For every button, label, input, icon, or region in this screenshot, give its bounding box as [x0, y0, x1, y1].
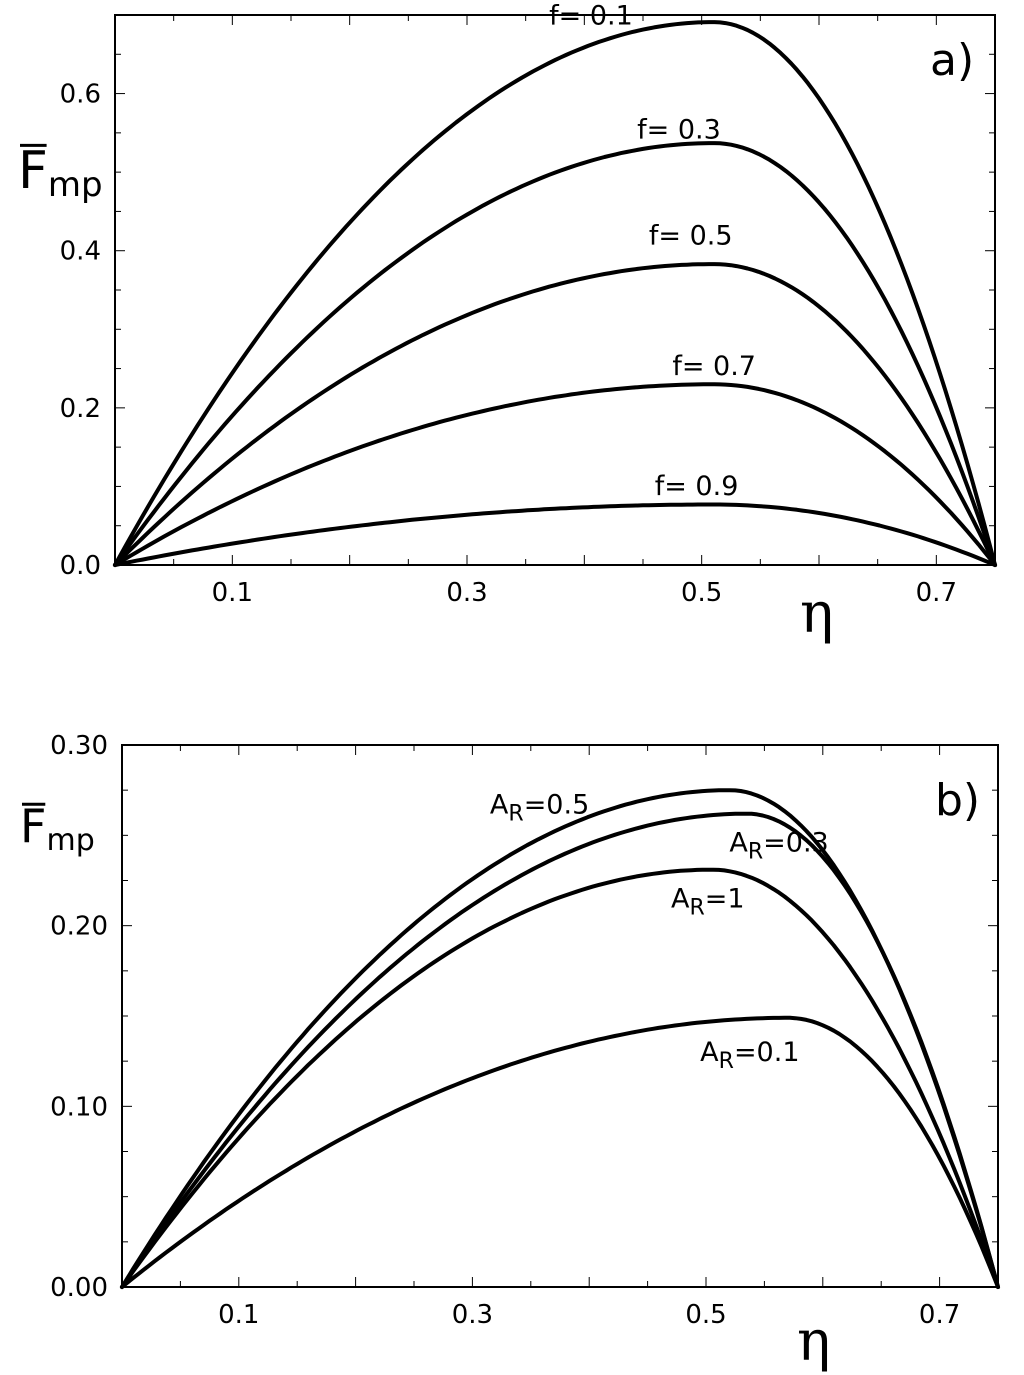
series-line-2 [113, 141, 997, 567]
series-label: AR=0.5 [490, 790, 589, 827]
x-tick-label: 0.1 [212, 578, 253, 608]
x-axis-label: η [797, 1309, 831, 1374]
series-line-5 [113, 502, 997, 567]
y-tick-label: 0.00 [50, 1273, 108, 1303]
series-label: f= 0.7 [672, 351, 756, 382]
series-line-4 [113, 382, 997, 567]
panel-a: 0.1 0.3 0.5 0.7 0.0 0.2 0.4 0.6 Fmp η a) f= 0.1 f= 0… [18, 0, 997, 646]
series-label: f= 0.1 [549, 0, 633, 31]
x-axis-label: η [800, 581, 834, 646]
y-axis-label: Fmp [18, 141, 103, 205]
x-tick-label: 0.1 [218, 1300, 259, 1330]
series-label: f= 0.9 [655, 471, 739, 502]
x-tick-label: 0.7 [916, 578, 957, 608]
plot-frame [114, 14, 996, 566]
series-label: f= 0.5 [649, 220, 733, 251]
y-tick-label: 0.30 [50, 731, 108, 761]
series-line-2 [120, 811, 1000, 1289]
y-tick-label: 0.20 [50, 912, 108, 942]
y-tick-label: 0.2 [60, 394, 101, 424]
series-line-4 [120, 1015, 1000, 1289]
y-axis-label: Fmp [20, 799, 95, 858]
y-tick-label: 0.6 [60, 80, 101, 110]
panel-label: b) [935, 775, 980, 826]
series-line-1 [113, 20, 997, 567]
x-tick-label: 0.3 [452, 1300, 493, 1330]
series-label: AR=0.3 [729, 828, 828, 865]
y-tick-label: 0.0 [60, 551, 101, 581]
x-tick-label: 0.5 [685, 1300, 726, 1330]
panel-b: 0.1 0.3 0.5 0.7 0.00 0.10 0.20 0.30 Fmp η b) AR=0.5… [20, 731, 1000, 1374]
x-tick-label: 0.7 [919, 1300, 960, 1330]
plot-frame [121, 744, 999, 1288]
x-tick-label: 0.3 [446, 578, 487, 608]
series-line-3 [120, 867, 1000, 1289]
x-tick-label: 0.5 [681, 578, 722, 608]
y-tick-label: 0.4 [60, 237, 101, 267]
series-label: AR=0.1 [700, 1037, 799, 1074]
panel-label: a) [930, 35, 974, 86]
y-tick-label: 0.10 [50, 1092, 108, 1122]
series-line-1 [120, 788, 1000, 1289]
series-label: f= 0.3 [637, 114, 721, 145]
series-line-3 [113, 262, 997, 567]
series-label: AR=1 [671, 884, 745, 921]
